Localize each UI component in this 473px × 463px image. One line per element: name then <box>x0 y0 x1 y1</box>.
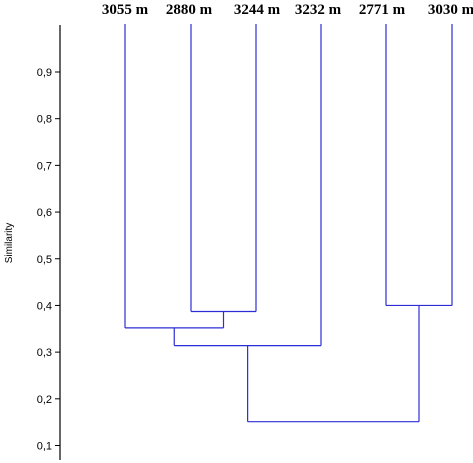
y-tick-label: 0,1 <box>37 441 52 453</box>
y-axis-title: Similarity <box>4 223 15 264</box>
leaf-label-3030: 3030 m <box>428 2 473 18</box>
leaf-label-3232: 3232 m <box>295 2 342 18</box>
y-tick-label: 0,4 <box>37 300 52 312</box>
leaf-label-3244: 3244 m <box>234 2 281 18</box>
y-tick-label: 0,2 <box>37 394 52 406</box>
y-tick-label: 0,9 <box>37 67 52 79</box>
leaf-label-2771: 2771 m <box>359 2 406 18</box>
y-axis-ticks: 0,1 0,2 0,3 0,4 0,5 0,6 0,7 0,8 0,9 <box>37 67 60 453</box>
y-tick-label: 0,6 <box>37 207 52 219</box>
leaf-label-2880: 2880 m <box>166 2 213 18</box>
y-tick-label: 0,5 <box>37 254 52 266</box>
y-tick-label: 0,7 <box>37 160 52 172</box>
leaf-labels: 3055 m 2880 m 3244 m 3232 m 2771 m 3030 … <box>102 2 473 18</box>
leaf-label-3055: 3055 m <box>102 2 149 18</box>
y-tick-label: 0,8 <box>37 114 52 126</box>
y-tick-label: 0,3 <box>37 347 52 359</box>
dendrogram-links <box>124 24 453 423</box>
